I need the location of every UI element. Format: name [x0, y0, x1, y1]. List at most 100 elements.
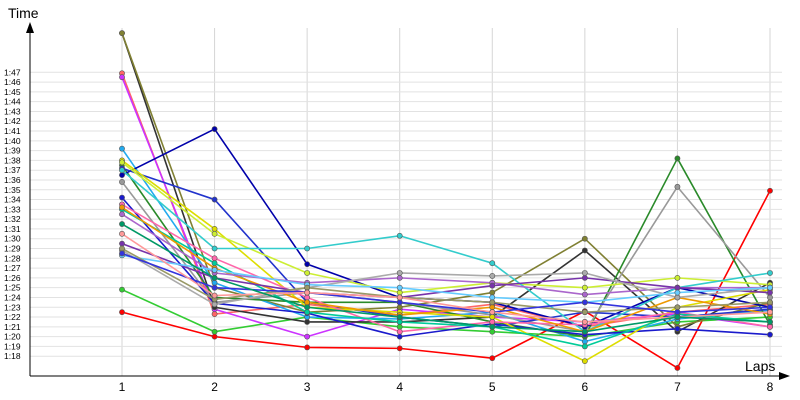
data-point	[211, 196, 218, 203]
x-tick-label: 5	[489, 380, 496, 394]
data-point	[489, 319, 496, 325]
data-point	[581, 343, 588, 350]
data-point	[674, 309, 681, 316]
y-tick-label: 1:39	[4, 146, 21, 156]
series-line	[121, 242, 771, 299]
y-tick-label: 1:38	[4, 155, 21, 165]
data-point	[119, 204, 125, 211]
y-tick-label: 1:33	[4, 204, 21, 214]
y-tick-label: 1:21	[4, 322, 21, 332]
data-point	[396, 232, 403, 239]
data-point	[767, 319, 773, 325]
y-tick-label: 1:32	[4, 214, 21, 224]
data-point	[489, 314, 496, 320]
data-point	[211, 311, 218, 318]
y-tick-label: 1:22	[4, 312, 21, 322]
data-point	[119, 179, 125, 185]
data-point	[119, 245, 125, 252]
series	[119, 157, 773, 364]
y-tick-label: 1:41	[4, 126, 21, 136]
data-point	[396, 314, 403, 320]
data-point	[489, 328, 496, 335]
series-line	[121, 254, 771, 304]
series-line	[121, 249, 771, 306]
y-tick-label: 1:45	[4, 87, 21, 97]
data-point	[674, 294, 681, 301]
data-point	[396, 323, 403, 330]
data-point	[581, 247, 588, 254]
data-point	[396, 270, 403, 276]
series-line	[121, 190, 771, 369]
x-tick-label: 8	[767, 380, 774, 394]
data-point	[489, 273, 496, 279]
data-point	[211, 333, 218, 340]
data-point	[767, 284, 773, 291]
data-point	[674, 284, 681, 291]
data-point	[211, 226, 218, 232]
data-point	[581, 270, 588, 276]
y-axis-title: Time	[8, 5, 39, 21]
data-point	[211, 274, 218, 281]
y-tick-label: 1:24	[4, 292, 21, 302]
y-tick-label: 1:19	[4, 341, 21, 351]
series-line	[121, 233, 771, 323]
series-line	[121, 223, 771, 333]
data-point	[119, 309, 125, 316]
data-point	[489, 323, 496, 330]
data-point	[489, 289, 496, 296]
data-point	[581, 284, 588, 291]
data-point	[396, 328, 403, 335]
data-point	[767, 309, 773, 316]
data-point	[304, 270, 311, 276]
x-tick-labels: 1 2 3 4 5 6 7 8	[119, 380, 774, 394]
data-point	[489, 282, 496, 289]
y-tick-label: 1:23	[4, 302, 21, 312]
data-point	[767, 294, 773, 301]
y-tick-label: 1:28	[4, 253, 21, 263]
data-point	[581, 309, 588, 316]
data-point	[581, 328, 588, 335]
data-point	[119, 167, 125, 174]
data-point	[304, 289, 311, 296]
x-axis-title: Laps	[745, 358, 775, 374]
data-point	[396, 289, 403, 296]
series-line	[121, 288, 771, 338]
series-line	[121, 161, 771, 294]
data-point	[674, 365, 681, 371]
data-point	[211, 260, 218, 267]
y-tick-label: 1:40	[4, 136, 21, 146]
series-line	[121, 206, 771, 333]
data-point	[119, 221, 125, 227]
data-point	[396, 274, 403, 281]
y-tick-label: 1:18	[4, 351, 21, 361]
series-line	[121, 213, 770, 296]
data-point	[767, 331, 773, 338]
y-tick-label: 1:47	[4, 67, 21, 77]
data-point	[119, 30, 125, 37]
data-point	[767, 299, 773, 306]
data-point	[767, 304, 773, 311]
y-tick-label: 1:46	[4, 77, 21, 87]
x-tick-label: 1	[119, 380, 126, 394]
series	[119, 201, 773, 335]
data-point	[581, 235, 588, 242]
data-point	[119, 145, 125, 152]
x-tick-label: 6	[582, 380, 589, 394]
y-axis-arrow	[26, 22, 34, 33]
data-point	[396, 333, 403, 340]
data-point	[489, 294, 496, 301]
data-point	[581, 291, 588, 298]
data-point	[211, 328, 218, 335]
series-line	[121, 197, 771, 338]
x-tick-label: 2	[211, 380, 218, 394]
data-point	[304, 245, 311, 252]
data-point	[304, 344, 311, 351]
data-point	[674, 325, 681, 332]
data-point	[211, 292, 218, 299]
y-tick-label: 1:29	[4, 244, 21, 254]
data-point	[674, 304, 681, 311]
data-point	[211, 301, 218, 308]
series-line	[121, 181, 771, 333]
data-point	[304, 319, 311, 325]
